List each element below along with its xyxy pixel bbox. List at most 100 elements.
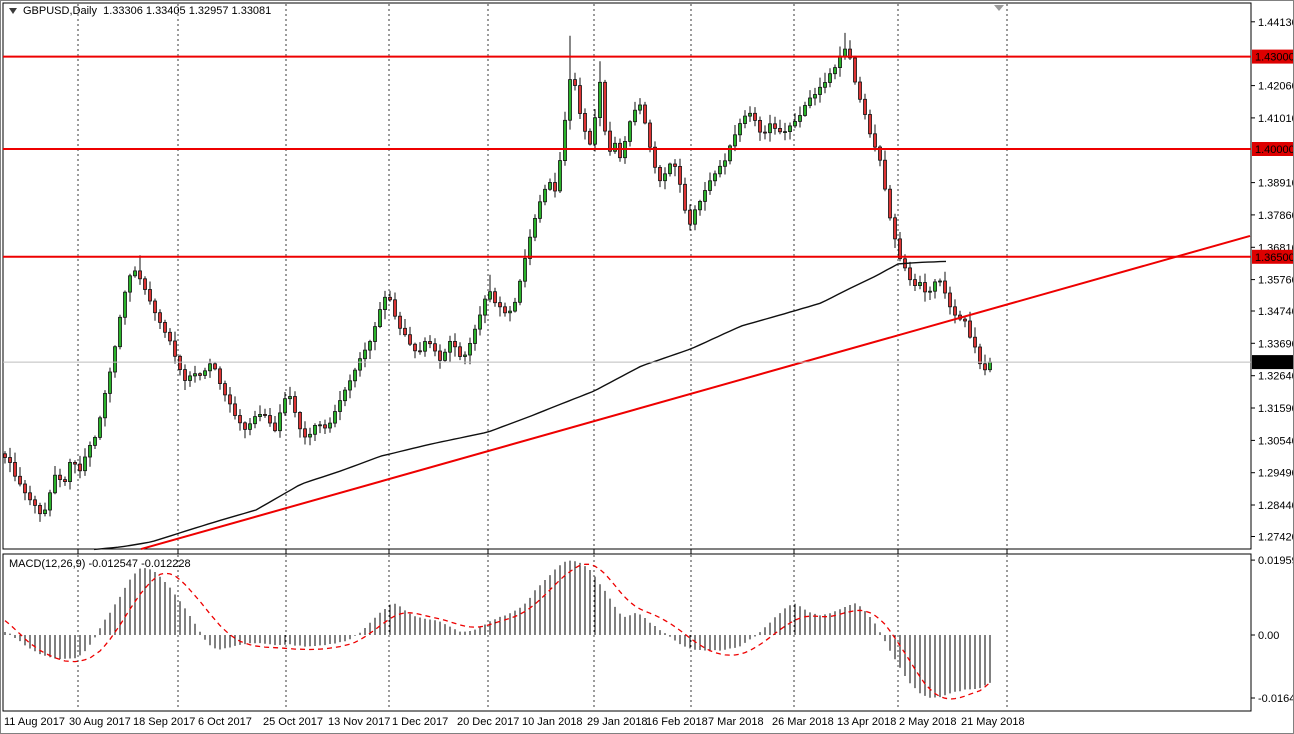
candle-body-bear xyxy=(178,355,182,370)
axis-price-badge-label: 1.36500 xyxy=(1255,252,1294,264)
date-axis-label: 26 Mar 2018 xyxy=(772,716,834,728)
candle xyxy=(293,391,297,418)
candle-body-bear xyxy=(413,343,417,352)
candle-body-bull xyxy=(308,433,312,438)
candle xyxy=(498,296,502,317)
candle xyxy=(23,480,27,501)
price-pane[interactable] xyxy=(2,2,1252,550)
candle xyxy=(43,502,47,517)
candle xyxy=(188,371,192,387)
candle-body-bear xyxy=(763,131,767,134)
candle xyxy=(868,109,872,138)
candle-body-bear xyxy=(858,81,862,100)
candle-body-bull xyxy=(113,346,117,373)
price-axis-label: 1.44130 xyxy=(1258,17,1294,29)
candle xyxy=(943,271,947,299)
chart-shift-marker-icon[interactable] xyxy=(994,5,1004,11)
axis-price-badge-label: 1.33081 xyxy=(1255,357,1294,369)
candle xyxy=(353,367,357,388)
candle xyxy=(783,122,787,141)
candle-body-bear xyxy=(778,128,782,133)
symbol-dropdown-icon[interactable] xyxy=(9,8,17,14)
candle xyxy=(213,362,217,371)
candle-body-bull xyxy=(738,123,742,136)
candle xyxy=(663,167,667,190)
price-axis-label: 1.34740 xyxy=(1258,306,1294,318)
price-axis-label: 1.28440 xyxy=(1258,500,1294,512)
candle xyxy=(298,411,302,438)
candle-body-bull xyxy=(718,165,722,175)
candle xyxy=(938,278,942,287)
candle-body-bull xyxy=(253,416,257,425)
candle-body-bull xyxy=(383,296,387,310)
candle xyxy=(803,101,807,117)
macd-pane[interactable] xyxy=(2,553,1252,712)
candle-body-bull xyxy=(378,309,382,328)
candle xyxy=(588,128,592,146)
candle xyxy=(618,138,622,162)
candle-body-bear xyxy=(953,306,957,316)
candle-body-bear xyxy=(683,183,687,211)
candle-body-bull xyxy=(808,97,812,106)
candle xyxy=(523,249,527,288)
candle xyxy=(178,354,182,376)
candle-body-bear xyxy=(268,415,272,424)
candle-body-bear xyxy=(398,315,402,329)
candle-body-bull xyxy=(203,370,207,376)
candle xyxy=(968,311,972,339)
axis-price-badge xyxy=(1252,142,1293,156)
candle xyxy=(933,279,937,299)
axis-price-badge xyxy=(1252,249,1293,264)
candle-body-bear xyxy=(603,81,607,132)
candle xyxy=(738,118,742,142)
candle xyxy=(348,374,352,399)
candle xyxy=(698,199,702,216)
candle-body-bear xyxy=(948,292,952,308)
candle-body-bear xyxy=(453,340,457,348)
candle xyxy=(643,101,647,125)
candle xyxy=(733,125,737,152)
candle-body-bull xyxy=(548,182,552,190)
candle-body-bear xyxy=(898,238,902,260)
candle-body-bear xyxy=(908,267,912,281)
candle xyxy=(928,286,932,300)
candle xyxy=(28,485,32,506)
candle-body-bull xyxy=(628,121,632,142)
candle xyxy=(858,76,862,103)
candle-body-bear xyxy=(138,270,142,280)
candle xyxy=(388,290,392,302)
moving-average-line[interactable] xyxy=(93,260,947,551)
candle-body-bull xyxy=(108,371,112,394)
candle xyxy=(773,116,777,135)
candle xyxy=(53,466,57,495)
title-bar: GBPUSD,Daily 1.33306 1.33405 1.32957 1.3… xyxy=(9,5,271,17)
candle xyxy=(608,121,612,156)
candle-body-bull xyxy=(123,291,127,318)
candle xyxy=(438,344,442,369)
candle xyxy=(578,77,582,119)
candle xyxy=(328,417,332,433)
candle xyxy=(828,68,832,88)
candle xyxy=(483,295,487,324)
candle xyxy=(673,159,677,177)
date-axis-label: 21 May 2018 xyxy=(961,716,1025,728)
date-axis-label: 29 Jan 2018 xyxy=(587,716,648,728)
candle-body-bear xyxy=(153,300,157,314)
trendline[interactable] xyxy=(140,234,1251,551)
candle xyxy=(238,409,242,431)
candle xyxy=(703,182,707,211)
candle-body-bull xyxy=(193,373,197,377)
candle-body-bull xyxy=(838,55,842,69)
candle-body-bear xyxy=(773,123,777,129)
candle xyxy=(223,380,227,402)
candle xyxy=(58,468,62,488)
macd-axis-label: -0.016491 xyxy=(1258,693,1294,705)
candle-body-bear xyxy=(238,415,242,424)
candle xyxy=(248,418,252,436)
candle-body-bull xyxy=(133,270,137,277)
candle-body-bear xyxy=(388,296,392,301)
candle-body-bear xyxy=(3,453,7,458)
candle xyxy=(633,101,637,126)
